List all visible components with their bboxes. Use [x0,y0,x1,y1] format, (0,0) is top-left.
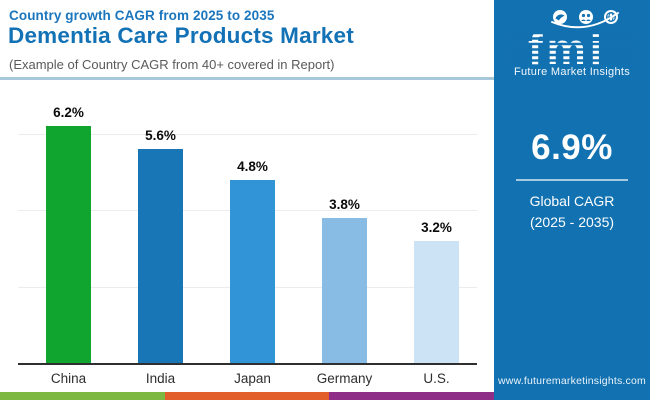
header-divider [0,77,494,80]
bar-value-label: 6.2% [53,105,84,121]
bar-value-label: 3.2% [421,219,452,235]
bar-value-label: 3.8% [329,196,360,212]
global-cagr-label-1: Global CAGR [529,193,615,209]
bar-value-label: 5.6% [145,128,176,144]
wordmark-stripes [508,31,636,62]
bar-value-label: 4.8% [237,158,268,174]
page-title: Dementia Care Products Market [8,23,354,48]
bar-germany [322,217,367,363]
website-link[interactable]: www.futuremarketinsights.com [498,375,646,387]
logo-tagline: Future Market Insights [513,66,631,78]
chart-kicker: Country growth CAGR from 2025 to 2035 [9,8,275,23]
bar-china [46,126,91,363]
global-cagr-block: 6.9% Global CAGR (2025 - 2035) [494,128,650,233]
brand-panel: fmi Future Market Insights 6.9% Global C… [494,0,650,400]
logo-swoosh-icon [551,12,619,29]
x-axis-line [18,363,477,365]
bar-japan [230,179,275,363]
bar-india [138,149,183,363]
axis-label-india: India [145,371,176,386]
axis-label-china: China [50,371,87,386]
stat-divider [516,179,628,181]
axis-label-us: U.S. [423,371,450,386]
chart-subtitle: (Example of Country CAGR from 40+ covere… [9,57,335,72]
axis-label-germany: Germany [316,371,373,386]
stripe-segment-3 [329,392,495,400]
global-cagr-label-2: (2025 - 2035) [529,214,615,230]
stripe-segment-2 [164,392,330,400]
dove-icon [553,10,567,24]
bar-us [414,240,459,363]
fmi-logo: fmi Future Market Insights [494,6,650,78]
footer-stripe [0,392,495,400]
global-cagr-value: 6.9% [531,128,613,167]
chart-section: Country growth CAGR from 2025 to 2035 De… [0,8,495,400]
fmi-wordmark: fmi [528,25,606,70]
gridline-6 [18,133,477,135]
fmi-logo-mark: fmi [508,10,636,70]
bar-chart: 6.2% China 5.6% India 4.8% Japan 3.8% Germany 3.… [0,85,494,392]
people-icon [579,10,593,24]
stripe-segment-1 [0,392,165,400]
axis-label-japan: Japan [234,371,271,386]
